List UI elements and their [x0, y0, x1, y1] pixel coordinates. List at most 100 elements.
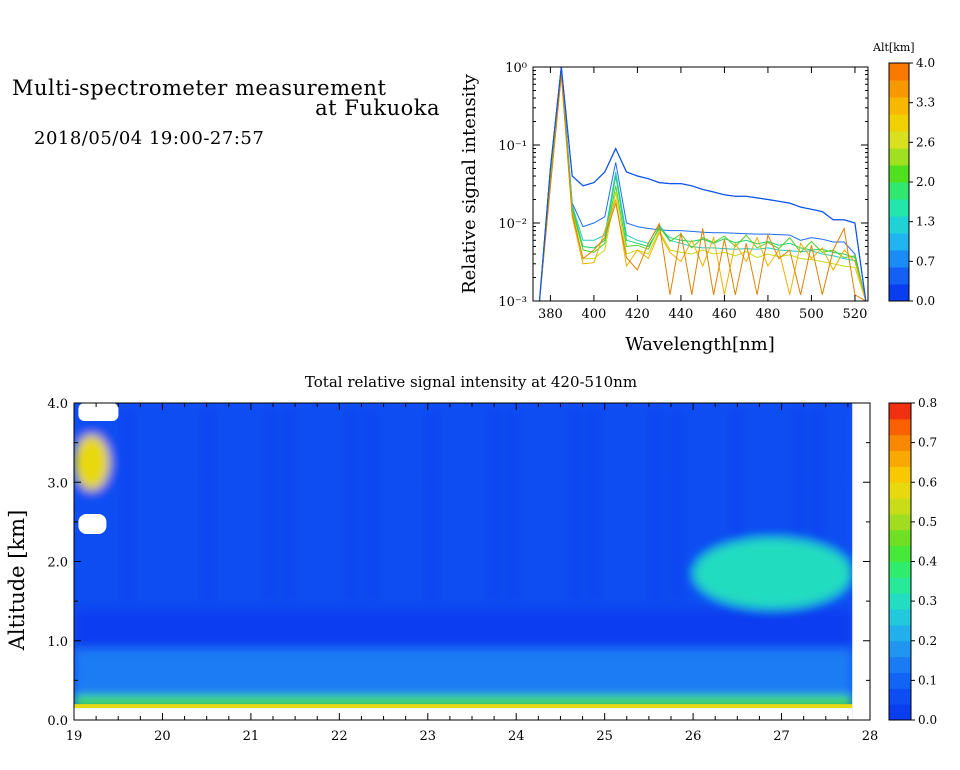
- heatmap-xtick-label: 20: [154, 729, 171, 744]
- spectrum-colorbar-segment: [889, 114, 909, 132]
- heatmap-title: Total relative signal intensity at 420-5…: [305, 373, 637, 391]
- spectrum-series-line: [539, 74, 867, 301]
- heatmap-colorbar-segment: [889, 561, 911, 578]
- heatmap-xtick-label: 21: [243, 729, 260, 744]
- heatmap-ytick-label: 0.0: [47, 714, 68, 729]
- heatmap-band: [74, 609, 853, 649]
- spectrum-colorbar-segment: [889, 267, 909, 285]
- heatmap-streak: [550, 410, 558, 602]
- heatmap-streak: [672, 410, 680, 602]
- spectrum-colorbar-label: 0.7: [916, 254, 935, 268]
- spectrum-colorbar-label: 2.6: [916, 135, 935, 149]
- spectrum-series-line: [539, 67, 867, 301]
- heatmap-streak: [713, 410, 721, 602]
- heatmap-colorbar-segment: [889, 418, 911, 436]
- heatmap-streak: [632, 410, 640, 602]
- heatmap-streak: [347, 410, 355, 602]
- spectrum-colorbar-label: 1.3: [916, 215, 935, 229]
- spectrum-series-line: [539, 74, 867, 301]
- spectrum-colorbar-segment: [889, 63, 909, 81]
- spectrum-colorbar-segment: [889, 165, 909, 183]
- spectrum-xtick-label: 520: [843, 307, 868, 322]
- spectrum-xtick-label: 460: [712, 307, 737, 322]
- spectrum-ytick-label: 10⁰: [505, 61, 527, 76]
- heatmap-ytick-label: 1.0: [47, 635, 68, 650]
- spectrum-ytick-label: 10⁻²: [498, 217, 527, 232]
- heatmap-feature: [693, 537, 853, 610]
- spectrum-colorbar-title: Alt[km]: [872, 41, 915, 54]
- spectrum-colorbar-segment: [889, 131, 909, 149]
- title-line-1: Multi-spectrometer measurement: [12, 76, 387, 100]
- heatmap-blurred-layer: [74, 403, 853, 709]
- spectrum-ytick-label: 10⁻¹: [498, 139, 527, 154]
- heatmap-streak: [143, 410, 151, 602]
- spectrum-xtick-label: 480: [756, 307, 781, 322]
- heatmap-streak: [428, 410, 436, 602]
- heatmap-colorbar-label: 0.0: [918, 713, 937, 727]
- heatmap-streak: [530, 410, 538, 602]
- measurement-datetime: 2018/05/04 19:00-27:57: [34, 128, 265, 149]
- heatmap-colorbar-segment: [889, 688, 911, 705]
- heatmap-streak: [82, 410, 90, 602]
- heatmap-ground-layer: [74, 704, 853, 709]
- spectrum-xtick-label: 400: [581, 307, 606, 322]
- spectrum-series-line: [539, 74, 867, 301]
- heatmap-streak: [326, 410, 334, 602]
- heatmap-feature: [74, 434, 110, 491]
- heatmap-colorbar-segment: [889, 640, 911, 658]
- spectrum-colorbar-segment: [889, 80, 909, 98]
- heatmap-xtick-label: 27: [773, 729, 790, 744]
- heatmap-nodata-gap: [78, 403, 119, 421]
- heatmap-streak: [652, 410, 660, 602]
- heatmap-colorbar-segment: [889, 545, 911, 562]
- heatmap-band: [74, 403, 853, 483]
- spectrum-colorbar-label: 3.3: [916, 96, 935, 110]
- spectrum-colorbar-segment: [889, 216, 909, 234]
- heatmap-streak: [184, 410, 192, 602]
- spectrum-xtick-label: 420: [625, 307, 650, 322]
- spectrum-colorbar-segment: [889, 284, 909, 302]
- heatmap-band: [74, 648, 853, 697]
- heatmap-streak: [815, 410, 823, 602]
- heatmap-colorbar-segment: [889, 704, 911, 721]
- spectrum-series-line: [539, 70, 867, 301]
- heatmap-ytick-label: 3.0: [47, 476, 68, 491]
- heatmap-streak: [733, 410, 741, 602]
- spectrum-colorbar-label: 4.0: [916, 56, 935, 70]
- heatmap-xtick-label: 24: [508, 729, 525, 744]
- heatmap-nodata-gap: [78, 513, 107, 534]
- heatmap-colorbar-segment: [889, 403, 911, 420]
- spectrum-frame: [532, 66, 869, 302]
- heatmap-streak: [794, 410, 802, 602]
- spectrum-ylabel: Relative signal intensity: [459, 73, 480, 294]
- heatmap-colorbar-label: 0.5: [918, 515, 937, 529]
- heatmap-streak: [571, 410, 579, 602]
- heatmap-streak: [489, 410, 497, 602]
- heatmap-streak: [103, 410, 111, 602]
- heatmap-streak: [408, 410, 416, 602]
- spectrum-colorbar-segment: [889, 199, 909, 217]
- heatmap-colorbar-segment: [889, 482, 911, 499]
- heatmap-ytick-label: 2.0: [47, 556, 68, 571]
- title-line-2: at Fukuoka: [315, 96, 440, 120]
- heatmap-band: [74, 696, 853, 709]
- heatmap-colorbar-segment: [889, 656, 911, 673]
- heatmap-nodata-bottom: [74, 708, 853, 720]
- heatmap-streak: [204, 410, 212, 602]
- heatmap-xtick-label: 26: [685, 729, 702, 744]
- heatmap-colorbar-segment: [889, 450, 911, 467]
- spectrum-xtick-label: 380: [538, 307, 563, 322]
- heatmap-colorbar-label: 0.3: [918, 594, 937, 608]
- heatmap-ytick-label: 4.0: [47, 397, 68, 412]
- heatmap-streak: [225, 410, 233, 602]
- heatmap-colorbar-label: 0.7: [918, 436, 937, 450]
- heatmap-streak: [286, 410, 294, 602]
- heatmap-streak: [835, 410, 843, 602]
- spectrum-xtick-label: 500: [799, 307, 824, 322]
- heatmap-xtick-label: 22: [331, 729, 348, 744]
- heatmap-colorbar-segment: [889, 624, 911, 642]
- spectrum-colorbar-segment: [889, 182, 909, 200]
- heatmap-colorbar-segment: [889, 672, 911, 689]
